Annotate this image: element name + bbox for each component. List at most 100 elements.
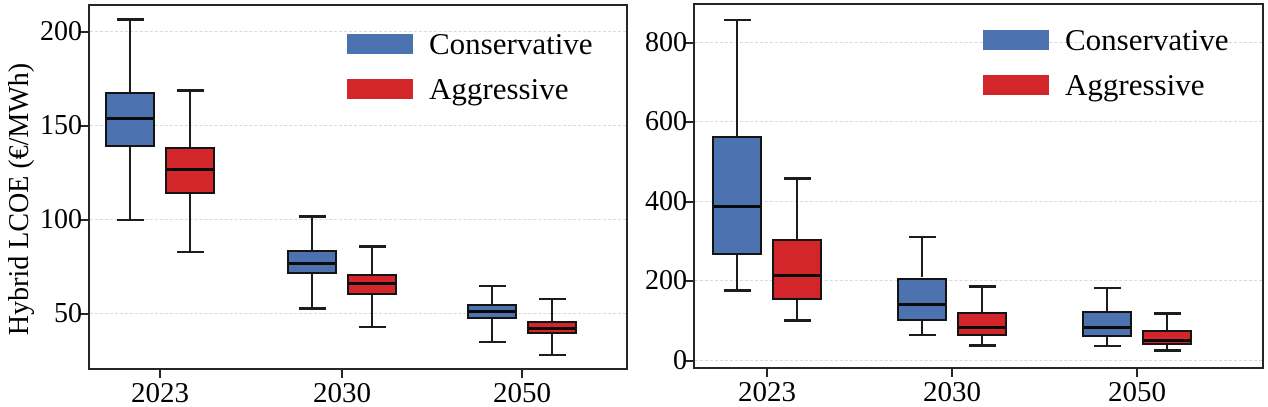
whisker-cap-top [1153, 312, 1181, 315]
x-tick [951, 369, 953, 377]
median-line [289, 261, 335, 265]
median-line [1084, 326, 1130, 330]
y-tick [685, 200, 693, 203]
whisker-line [796, 300, 798, 321]
y-grid-line [695, 41, 1262, 43]
whisker-cap-top [783, 177, 811, 180]
y-tick-label: 100 [40, 203, 82, 235]
whisker-line [1166, 345, 1168, 351]
y-tick [80, 31, 88, 34]
whisker-line [1166, 313, 1168, 330]
y-axis-label: Hybrid LCOE (€/MWh) [4, 62, 35, 336]
whisker-line [491, 285, 493, 305]
whisker-cap-top [968, 285, 996, 288]
whisker-line [189, 193, 191, 252]
whisker-cap-top [1093, 286, 1121, 290]
legend-swatch [983, 30, 1049, 50]
y-tick-label: 200 [40, 16, 82, 48]
whisker-cap-bottom [1153, 349, 1181, 352]
y-tick-label: 0 [673, 345, 687, 377]
legend-label: Aggressive [429, 71, 569, 106]
y-tick [685, 41, 693, 44]
whisker-line [736, 254, 738, 291]
whisker-line [371, 246, 373, 275]
y-tick-label: 400 [645, 185, 687, 217]
legend-swatch [347, 79, 413, 99]
whisker-line [129, 19, 131, 93]
whisker-cap-bottom [968, 344, 996, 347]
whisker-cap-top [176, 89, 204, 92]
whisker-cap-top [116, 18, 144, 21]
whisker-line [551, 334, 553, 355]
whisker-cap-bottom [116, 218, 144, 222]
legend-label: Conservative [1065, 22, 1229, 57]
legend-label: Aggressive [1065, 67, 1205, 102]
whisker-line [311, 216, 313, 250]
x-tick-label: 2030 [313, 377, 371, 407]
whisker-cap-top [538, 297, 566, 301]
median-line [469, 310, 515, 314]
y-tick [685, 360, 693, 363]
y-tick-label: 200 [645, 265, 687, 297]
legend-swatch [983, 75, 1049, 95]
y-grid-line [695, 121, 1262, 123]
whisker-cap-bottom [298, 307, 326, 310]
whisker-cap-top [908, 235, 936, 239]
x-tick-label: 2030 [923, 376, 981, 407]
x-tick-label: 2050 [1108, 376, 1166, 407]
whisker-line [921, 236, 923, 278]
whisker-cap-bottom [783, 319, 811, 322]
whisker-line [1106, 287, 1108, 311]
legend-label: Conservative [429, 26, 593, 61]
median-line [714, 205, 760, 209]
y-grid-line [90, 312, 626, 314]
median-line [529, 327, 575, 331]
y-tick-label: 600 [645, 106, 687, 138]
whisker-line [551, 298, 553, 322]
y-tick [685, 121, 693, 124]
y-grid-line [90, 31, 626, 33]
y-tick [685, 280, 693, 283]
whisker-line [736, 19, 738, 137]
plot-area [88, 4, 628, 370]
box [957, 311, 1007, 336]
y-tick [80, 312, 88, 315]
whisker-line [311, 274, 313, 309]
box [1142, 330, 1192, 346]
x-tick [159, 370, 161, 378]
x-tick [521, 370, 523, 378]
x-tick-label: 2050 [493, 377, 551, 407]
whisker-cap-bottom [176, 250, 204, 254]
box [1082, 310, 1132, 338]
whisker-line [921, 321, 923, 335]
whisker-cap-bottom [478, 340, 506, 344]
median-line [959, 326, 1005, 330]
median-line [107, 116, 153, 120]
whisker-line [491, 319, 493, 342]
whisker-line [189, 90, 191, 147]
whisker-cap-top [723, 18, 751, 22]
y-tick-label: 800 [645, 26, 687, 58]
whisker-cap-top [358, 245, 386, 248]
x-tick-label: 2023 [738, 376, 796, 407]
x-tick-label: 2023 [131, 377, 189, 407]
y-tick [80, 125, 88, 127]
box [772, 238, 822, 301]
y-tick [80, 218, 88, 221]
y-grid-line [695, 200, 1262, 202]
whisker-cap-bottom [538, 353, 566, 357]
whisker-line [796, 178, 798, 239]
x-tick [766, 369, 768, 377]
whisker-line [129, 146, 131, 220]
y-grid-line [90, 125, 626, 126]
median-line [1144, 339, 1190, 343]
box [897, 277, 947, 322]
whisker-line [981, 286, 983, 312]
y-tick-label: 50 [54, 297, 82, 329]
median-line [774, 274, 820, 277]
y-grid-line [695, 280, 1262, 282]
y-grid-line [695, 360, 1262, 362]
